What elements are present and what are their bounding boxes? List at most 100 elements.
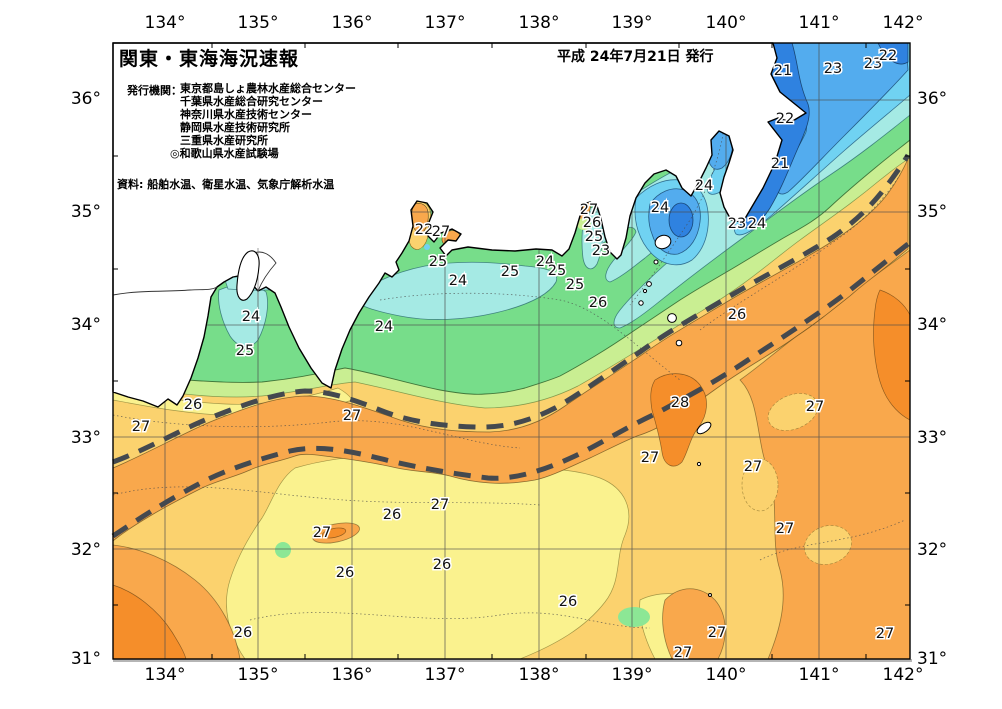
temp-label: 24 [242,309,260,325]
axis-label: 35° [917,202,947,222]
axis-label: 134° [145,13,186,33]
band-27-bottom-center [662,588,726,660]
axis-label: 34° [71,315,101,335]
agency-list: 東京都島しょ農林水産総合センター 千葉県水産総合研究センター 神奈川県水産技術センタ… [170,82,356,160]
temp-label: 26 [559,594,577,610]
temp-label: 22 [879,48,897,64]
kuroshio-lines [111,153,911,539]
agency-name: 静岡県水産技術研究所 [180,121,290,134]
map-frame [112,42,911,660]
band-21-sagami-core [668,202,694,238]
temp-label: 22 [776,111,794,127]
temp-label: 24 [375,319,393,335]
axis-label: 134° [145,665,186,685]
temp-label: 25 [548,263,566,279]
band-26_5-hole-2 [741,458,779,512]
agency-name: 三重県水産研究所 [180,134,268,147]
axis-label: 33° [917,428,947,448]
south-islet [708,593,712,597]
aogashima-island [696,461,702,467]
temp-label: 26 [336,565,354,581]
band-28-izu [650,373,707,467]
band-28-right-edge [873,289,911,421]
temp-label: 28 [671,395,689,411]
temp-label: 27 [313,525,331,541]
band-24-enshu [351,261,558,320]
kozushima-island [638,300,644,306]
temp-label: 23 [728,216,746,232]
coastline-osaka-bay [253,251,277,292]
temp-label: 26 [184,397,202,413]
issue-date: 平成 24年7月21日 発行 [557,49,714,65]
axis-label: 135° [238,13,279,33]
temp-label: 23 [864,56,882,72]
temp-label: 26 [234,625,252,641]
agency-name: 東京都島しょ農林水産総合センター [180,82,356,95]
axis-label: 36° [917,89,947,109]
agencies-label: 発行機関： [127,84,182,97]
band-28-bottom-left [112,584,187,660]
band-25-spot-2 [618,607,650,627]
axis-label: 32° [71,540,101,560]
axis-label: 138° [519,665,560,685]
temp-label: 27 [432,224,450,240]
temp-label: 27 [876,626,894,642]
temp-label: 27 [641,450,659,466]
niijima-island [646,281,652,287]
temp-label: 27 [132,419,150,435]
miyakejima-island [667,313,677,323]
land [112,42,807,597]
axis-label: 142° [883,665,924,685]
temp-label: 23 [824,61,842,77]
axis-label: 139° [612,13,653,33]
temp-label: 24 [748,216,766,232]
axis-ticks [113,43,910,659]
band-26_5-hole-1 [767,393,819,431]
temp-label: 27 [744,459,762,475]
axis-label: 141° [799,13,840,33]
axis-label: 142° [883,13,924,33]
temp-label: 25 [585,229,603,245]
temp-label: 26 [728,307,746,323]
temp-label: 27 [580,202,598,218]
temp-label: 22 [415,222,433,238]
dotted-contour [379,292,681,381]
kuroshio-south-line [111,242,910,539]
awaji-island [236,250,260,301]
temp-label: 24 [536,254,554,270]
temp-label: 26 [433,557,451,573]
temp-label: 24 [449,273,467,289]
coastline-honshu-shikoku [112,42,807,408]
axis-label: 35° [71,202,101,222]
axis-label: 138° [519,13,560,33]
temp-label: 26 [583,215,601,231]
dotted-contour [112,414,521,449]
coastline-setouchi [112,286,218,296]
temp-label: 23 [592,243,610,259]
band-26_5-hole-3 [804,525,852,565]
temp-label: 21 [771,156,789,172]
axis-label: 140° [706,13,747,33]
temp-label: 24 [695,178,713,194]
page-title: 関東・東海海況速報 [119,48,300,70]
temp-label: 26 [589,295,607,311]
temp-label: 26 [383,507,401,523]
agency-name: ◎和歌山県水産試験場 [170,147,279,160]
axis-label: 34° [917,315,947,335]
axis-label: 139° [612,665,653,685]
agency-name: 千葉県水産総合研究センター [180,95,323,108]
axis-label: 137° [425,665,466,685]
band-21-corner [877,42,909,65]
temp-label: 27 [343,408,361,424]
temp-label: 25 [236,343,254,359]
agency-name: 神奈川県水産技術センター [180,108,312,121]
temp-label: 21 [774,63,792,79]
axis-label: 31° [71,649,101,669]
axis-label: 140° [706,665,747,685]
temp-label: 27 [431,497,449,513]
band-26-south-central [226,454,630,660]
hachijojima-island [696,421,712,435]
